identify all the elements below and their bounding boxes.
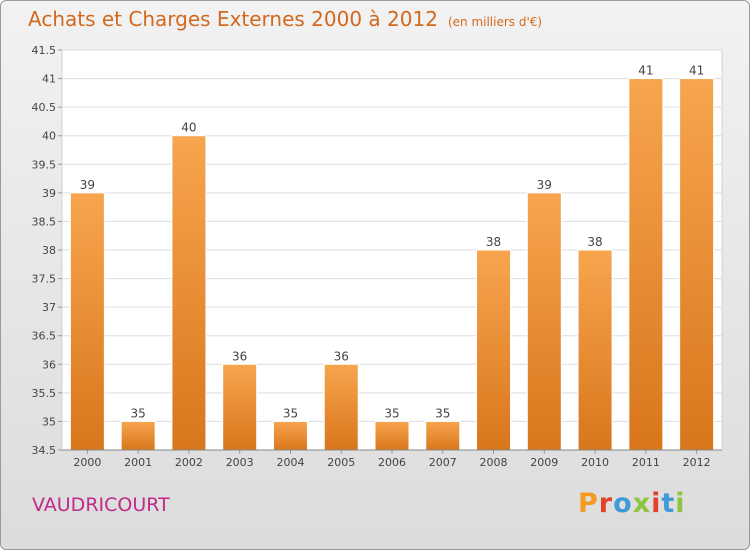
data-label: 40 [181,121,196,135]
bar-2009 [526,192,562,451]
y-tick-label: 40 [42,130,56,143]
y-tick-label: 37.5 [32,273,57,286]
bar-2005 [323,363,359,451]
x-tick-label: 2006 [378,456,406,469]
data-label: 41 [689,64,704,78]
logo-letter: x [632,488,652,519]
x-tick-label: 2001 [124,456,152,469]
data-label: 38 [486,235,501,249]
x-tick-label: 2005 [327,456,355,469]
bar-2011 [628,78,664,451]
data-label: 36 [334,349,349,363]
y-tick-label: 39.5 [32,158,57,171]
data-label: 38 [587,235,602,249]
chart-title: Achats et Charges Externes 2000 à 2012 (e… [28,7,542,31]
bar-2012 [679,78,715,451]
chart-title-text: Achats et Charges Externes 2000 à 2012 [28,7,438,31]
y-tick-label: 41.5 [32,44,57,57]
x-tick-label: 2010 [581,456,609,469]
y-tick-label: 39 [42,187,56,200]
logo-letter: o [613,488,633,519]
data-label: 35 [283,406,298,420]
proxiti-logo: Proxiti [578,488,686,519]
x-tick-label: 2004 [276,456,304,469]
bar-2007 [425,420,461,451]
logo-letter: r [598,488,614,519]
logo-letter: P [578,488,599,519]
x-tick-label: 2011 [632,456,660,469]
x-tick-label: 2002 [175,456,203,469]
bar-2004 [272,420,308,451]
y-tick-label: 36.5 [32,330,57,343]
y-tick-label: 35 [42,415,56,428]
bar-2001 [120,420,156,451]
logo-letter: t [661,488,676,519]
x-tick-label: 2009 [530,456,558,469]
y-tick-label: 35.5 [32,387,57,400]
data-label: 35 [131,406,146,420]
y-tick-label: 36 [42,358,56,371]
y-tick-label: 37 [42,301,56,314]
y-axis-ticks: 34.5 35 35.5 36 36.5 37 37.5 38 38.5 39 39.5 40 40.5… [32,44,62,457]
x-tick-label: 2003 [226,456,254,469]
data-label: 39 [537,178,552,192]
y-tick-label: 41 [42,73,56,86]
data-label: 41 [638,64,653,78]
data-label: 35 [384,406,399,420]
x-axis-ticks: 2000 2001 2002 2003 2004 2005 2006 2007 2008 2009… [73,450,711,469]
data-label: 39 [80,178,95,192]
x-tick-label: 2012 [683,456,711,469]
bar-2006 [374,420,410,451]
bar-2003 [222,363,258,451]
town-name: VAUDRICOURT [32,494,170,516]
y-tick-label: 38.5 [32,215,57,228]
data-label: 36 [232,349,247,363]
y-tick-label: 38 [42,244,56,257]
x-tick-label: 2008 [480,456,508,469]
data-label: 35 [435,406,450,420]
logo-letter: i [651,488,662,519]
x-tick-label: 2007 [429,456,457,469]
bar-2008 [476,249,512,451]
bar-2010 [577,249,613,451]
y-tick-label: 40.5 [32,101,57,114]
bar-2002 [171,135,207,451]
logo-letter: i [675,488,686,519]
x-tick-label: 2000 [73,456,101,469]
chart-subtitle: (en milliers d'€) [447,15,543,29]
y-tick-label: 34.5 [32,444,57,457]
bar-2000 [69,192,105,451]
